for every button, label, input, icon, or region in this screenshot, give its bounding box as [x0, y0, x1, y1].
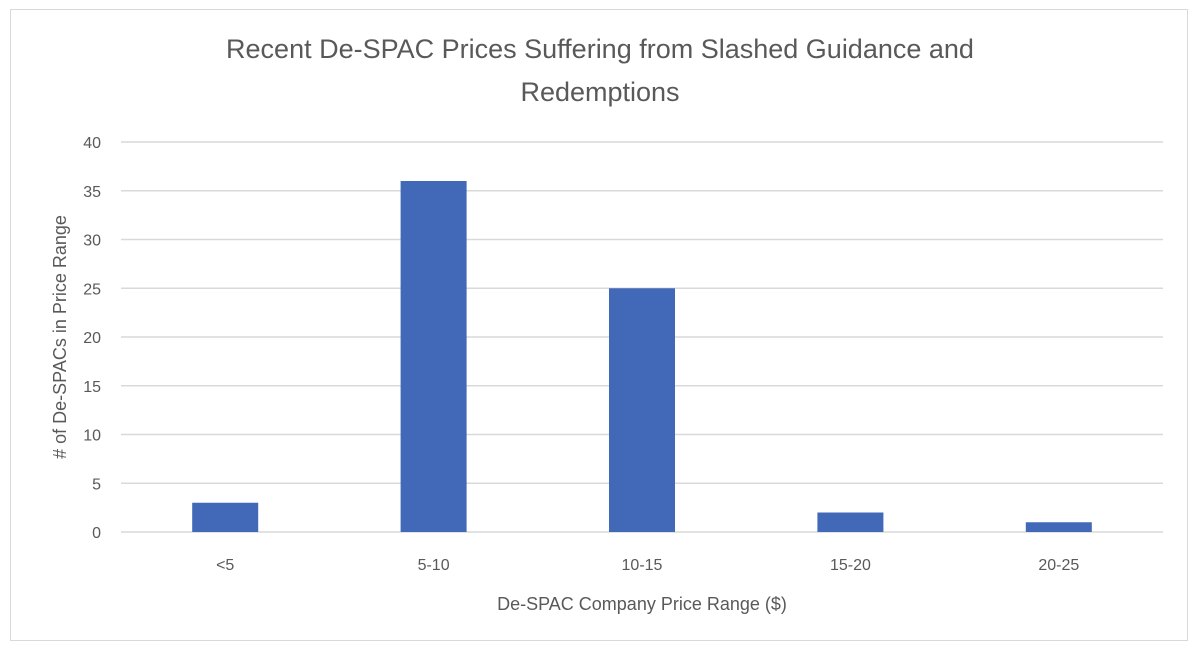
- x-tick-label: 20-25: [1038, 557, 1079, 574]
- bar-0: [192, 502, 259, 532]
- chart-title-line-2: Redemptions: [520, 77, 679, 107]
- bar-3: [817, 512, 884, 532]
- y-tick-label: 15: [83, 379, 101, 396]
- y-axis-ticks: 0 5 10 15 20 25 30 35 40: [83, 135, 101, 542]
- chart-title-line-1: Recent De-SPAC Prices Suffering from Sla…: [226, 34, 974, 64]
- y-tick-label: 40: [83, 135, 101, 152]
- y-tick-label: 10: [83, 428, 101, 445]
- bar-4: [1025, 522, 1092, 532]
- chart-frame: [10, 9, 1188, 641]
- x-tick-label: 15-20: [830, 557, 871, 574]
- x-tick-label: <5: [216, 557, 234, 574]
- x-tick-label: 5-10: [418, 557, 450, 574]
- y-tick-label: 5: [92, 476, 101, 493]
- y-tick-label: 35: [83, 184, 101, 201]
- bar-1: [400, 181, 467, 532]
- y-axis-title: # of De-SPACs in Price Range: [50, 215, 70, 459]
- y-tick-label: 0: [92, 525, 101, 542]
- bars: [192, 181, 1092, 532]
- y-tick-label: 20: [83, 330, 101, 347]
- y-tick-label: 25: [83, 281, 101, 298]
- bar-2: [609, 288, 675, 532]
- x-tick-label: 10-15: [622, 557, 663, 574]
- x-axis-title: De-SPAC Company Price Range ($): [497, 594, 787, 614]
- x-axis-ticks: <5 5-10 10-15 15-20 20-25: [216, 557, 1079, 574]
- y-tick-label: 30: [83, 233, 101, 250]
